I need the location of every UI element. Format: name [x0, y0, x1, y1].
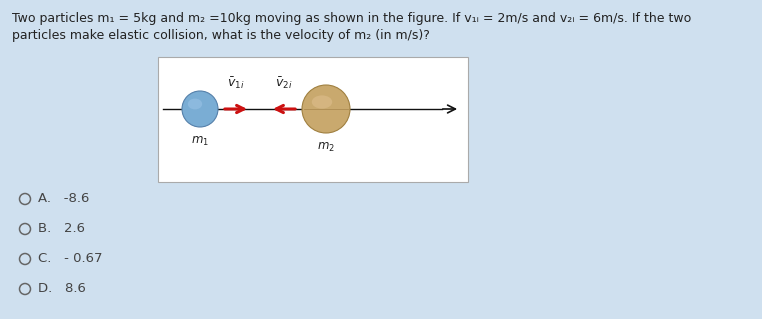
Text: C.   - 0.67: C. - 0.67	[38, 253, 103, 265]
Text: D.   8.6: D. 8.6	[38, 283, 86, 295]
Bar	[158, 57, 468, 182]
Text: particles make elastic collision, what is the velocity of m₂ (in m/s)?: particles make elastic collision, what i…	[12, 29, 430, 42]
Ellipse shape	[302, 85, 350, 133]
Text: $\it{m}_2$: $\it{m}_2$	[317, 141, 335, 154]
Ellipse shape	[182, 91, 218, 127]
Text: $\bar{v}_{1i}$: $\bar{v}_{1i}$	[227, 75, 245, 91]
Text: A.   -8.6: A. -8.6	[38, 192, 89, 205]
Text: B.   2.6: B. 2.6	[38, 222, 85, 235]
Text: Two particles m₁ = 5kg and m₂ =10kg moving as shown in the figure. If v₁ᵢ = 2m/s: Two particles m₁ = 5kg and m₂ =10kg movi…	[12, 12, 691, 25]
Text: $\bar{v}_{2i}$: $\bar{v}_{2i}$	[275, 75, 293, 91]
Text: $\it{m}_1$: $\it{m}_1$	[191, 135, 209, 148]
Ellipse shape	[312, 95, 332, 108]
Ellipse shape	[187, 99, 202, 109]
